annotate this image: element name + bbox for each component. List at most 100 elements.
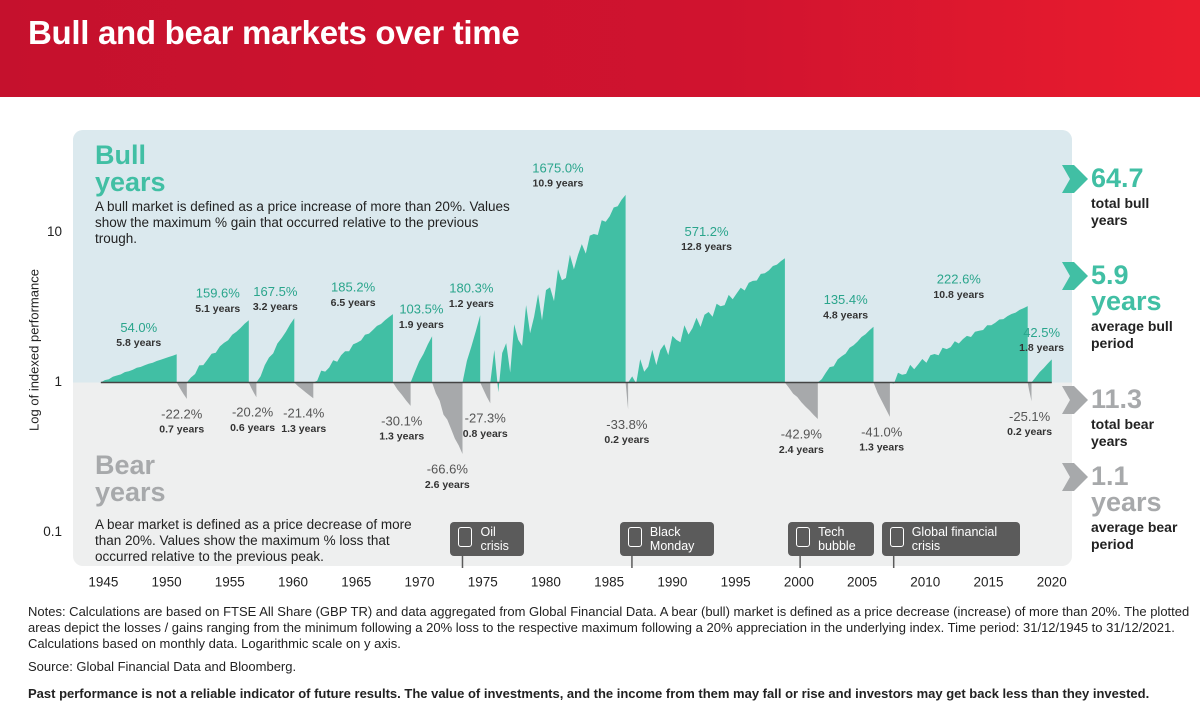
duration-label: 10.9 years (533, 178, 584, 190)
bull-area (817, 326, 874, 383)
event-label: Global financial crisis (881, 522, 1020, 556)
x-tick-label: 1995 (721, 575, 751, 590)
bull-area (490, 194, 626, 393)
value-label: -20.2% (232, 405, 274, 420)
bull-area (889, 306, 1028, 384)
bull-area (462, 315, 481, 383)
y-axis-label: Log of indexed performance (26, 269, 41, 431)
x-tick-label: 2005 (847, 575, 877, 590)
bull-area (100, 354, 177, 383)
bear-area (625, 382, 629, 410)
summary-number: 1.1 (1091, 461, 1129, 491)
summary-text: total bull years (1091, 195, 1150, 228)
duration-label: 0.8 years (463, 428, 508, 440)
bear-area (392, 382, 411, 406)
duration-label: 5.1 years (195, 303, 240, 315)
value-label: 185.2% (331, 280, 376, 295)
duration-label: 6.5 years (331, 297, 376, 309)
duration-label: 10.8 years (933, 289, 984, 301)
value-label: -22.2% (161, 406, 203, 421)
event-icon (889, 527, 904, 547)
duration-label: 1.3 years (859, 442, 904, 454)
event-label: Oil crisis (450, 522, 525, 556)
value-label: 103.5% (399, 302, 444, 317)
x-tick-label: 2020 (1037, 575, 1067, 590)
summary-arrow (1062, 386, 1088, 414)
bear-area (784, 382, 818, 419)
bear-area (480, 382, 491, 404)
header-banner: Bull and bear markets over time (0, 0, 1200, 97)
summary-text: total bear years (1091, 416, 1155, 449)
bear-area (294, 382, 314, 399)
value-label: -41.0% (861, 424, 903, 439)
notes: Notes: Calculations are based on FTSE Al… (28, 604, 1190, 651)
duration-label: 0.6 years (230, 422, 275, 434)
x-tick-label: 1970 (404, 575, 434, 590)
duration-label: 0.2 years (604, 434, 649, 446)
series-description: A bull market is defined as a price incr… (95, 199, 510, 246)
summary-unit: years (1091, 286, 1162, 316)
bull-area (410, 336, 433, 383)
summary-text: average bull period (1091, 318, 1173, 351)
y-tick-label: 10 (47, 224, 62, 239)
value-label: 135.4% (824, 292, 869, 307)
duration-label: 1.3 years (281, 423, 326, 435)
bear-area (176, 382, 187, 399)
summary-number: 64.7 (1091, 163, 1144, 193)
duration-label: 1.9 years (399, 319, 444, 331)
value-label: -25.1% (1009, 409, 1051, 424)
bull-area (256, 318, 295, 383)
summary-arrow (1062, 165, 1088, 193)
summary-number: 5.9 (1091, 260, 1129, 290)
duration-label: 12.8 years (681, 241, 732, 253)
value-label: 159.6% (196, 286, 241, 301)
value-label: 180.3% (449, 281, 494, 296)
value-label: -30.1% (381, 413, 423, 428)
plot: 1945 1950 1955 1960 1965 1970 1975 1980 1985 1990… (43, 160, 1067, 589)
bear-area (432, 382, 463, 454)
x-tick-label: 1950 (152, 575, 182, 590)
value-label: 222.6% (937, 272, 982, 287)
duration-label: 3.2 years (253, 301, 298, 313)
chart-title: Bull and bear markets over time (28, 14, 520, 51)
event-label: Tech bubble (788, 522, 875, 556)
summary-arrow (1062, 262, 1088, 290)
value-label: 54.0% (120, 320, 157, 335)
x-tick-label: 2015 (974, 575, 1004, 590)
x-tick-label: 1960 (278, 575, 308, 590)
x-tick-label: 1985 (594, 575, 624, 590)
event-icon (627, 527, 642, 547)
event-icon (458, 527, 473, 547)
bull-area (313, 314, 393, 383)
x-tick-label: 2010 (910, 575, 940, 590)
summary-number: 11.3 (1091, 384, 1143, 414)
value-label: 1675.0% (532, 160, 584, 175)
x-tick-label: 2000 (784, 575, 814, 590)
duration-label: 4.8 years (823, 309, 868, 321)
event-icon (796, 527, 811, 547)
duration-label: 0.2 years (1007, 426, 1052, 438)
x-tick-label: 1945 (88, 575, 118, 590)
bull-area (186, 320, 249, 383)
x-tick-label: 1980 (531, 575, 561, 590)
value-label: -27.3% (465, 411, 507, 426)
legend-entry: Bull years (95, 140, 166, 197)
bear-area (873, 382, 890, 417)
duration-label: 2.6 years (425, 479, 470, 491)
x-tick-label: 1965 (341, 575, 371, 590)
duration-label: 0.7 years (159, 424, 204, 436)
x-tick-label: 1955 (215, 575, 245, 590)
bull-area (1031, 359, 1052, 383)
summary-arrow (1062, 463, 1088, 491)
value-label: -66.6% (427, 461, 469, 476)
value-label: 167.5% (253, 284, 298, 299)
bear-area (1027, 382, 1032, 402)
duration-label: 1.2 years (449, 298, 494, 310)
x-tick-label: 1990 (657, 575, 687, 590)
y-tick-label: 1 (54, 374, 62, 389)
summary-text: average bear period (1091, 519, 1178, 552)
y-tick-label: 0.1 (43, 524, 62, 539)
bull-area (628, 258, 785, 384)
